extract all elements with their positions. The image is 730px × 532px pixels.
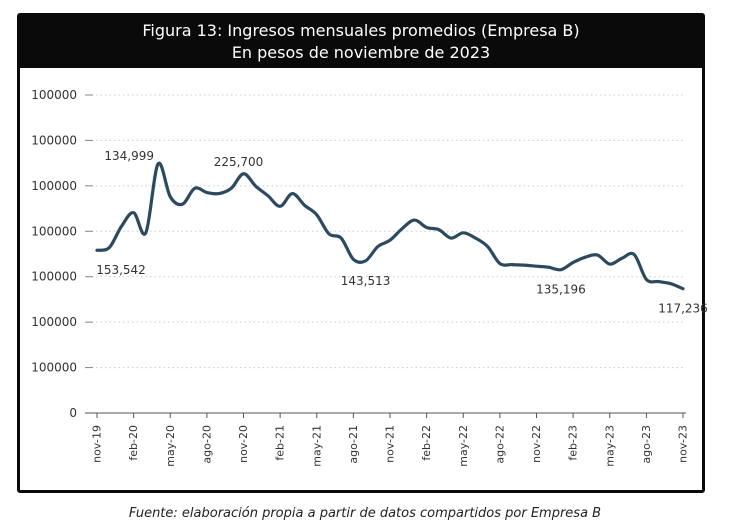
y-tick-label: 100000 [31, 133, 77, 147]
gridlines [85, 94, 683, 369]
x-tick-label: feb-20 [127, 425, 140, 461]
source-note: Fuente: elaboración propia a partir de d… [128, 506, 602, 521]
y-tick-label: 100000 [31, 179, 77, 193]
chart-subtitle: En pesos de noviembre de 2023 [231, 43, 491, 62]
x-tick-label: ago-23 [640, 425, 653, 464]
y-tick-label: 100000 [31, 88, 77, 102]
x-tick-label: ago-22 [493, 425, 506, 464]
y-tick-label: 100000 [31, 361, 77, 375]
x-tick-label: may-23 [603, 425, 616, 467]
data-label: 153,542 [96, 263, 146, 277]
x-tick-label: nov-23 [677, 425, 690, 463]
y-tick-label: 100000 [31, 224, 77, 238]
data-label: 225,700 [214, 155, 264, 169]
data-labels: 153,542 134,999 225,700 143,513 135,196 117,2… [96, 149, 708, 316]
y-tick-label: 0 [69, 406, 77, 420]
x-tick-label: nov-21 [384, 425, 397, 463]
data-label: 117,236 [658, 302, 708, 316]
x-tick-label: ago-20 [200, 425, 213, 464]
x-tick-label: may-21 [310, 425, 323, 467]
line-chart: 0 100000 100000 100000 100000 100000 100000 100… [31, 88, 708, 467]
x-tick-label: feb-22 [420, 425, 433, 461]
data-label: 135,196 [536, 283, 586, 297]
y-tick-label: 100000 [31, 270, 77, 284]
x-tick-label: feb-21 [274, 425, 287, 461]
x-tick-label: may-20 [164, 425, 177, 467]
y-axis-labels: 0 100000 100000 100000 100000 100000 100000 100… [31, 88, 77, 420]
chart-title: Figura 13: Ingresos mensuales promedios … [142, 21, 580, 40]
x-axis: nov-19 feb-20 may-20 ago-20 nov-20 feb-21 may-… [85, 412, 690, 467]
x-tick-label: feb-23 [567, 425, 580, 461]
x-tick-label: may-22 [457, 425, 470, 467]
data-label: 143,513 [341, 274, 391, 288]
x-tick-label: nov-20 [237, 425, 250, 463]
x-tick-label: ago-21 [347, 425, 360, 464]
series-group [95, 161, 685, 291]
x-tick-label: nov-19 [91, 425, 104, 463]
chart-header: Figura 13: Ingresos mensuales promedios … [20, 16, 702, 68]
y-tick-label: 100000 [31, 315, 77, 329]
series-line [95, 161, 685, 291]
data-label: 134,999 [104, 149, 154, 163]
x-tick-label: nov-22 [530, 425, 543, 463]
